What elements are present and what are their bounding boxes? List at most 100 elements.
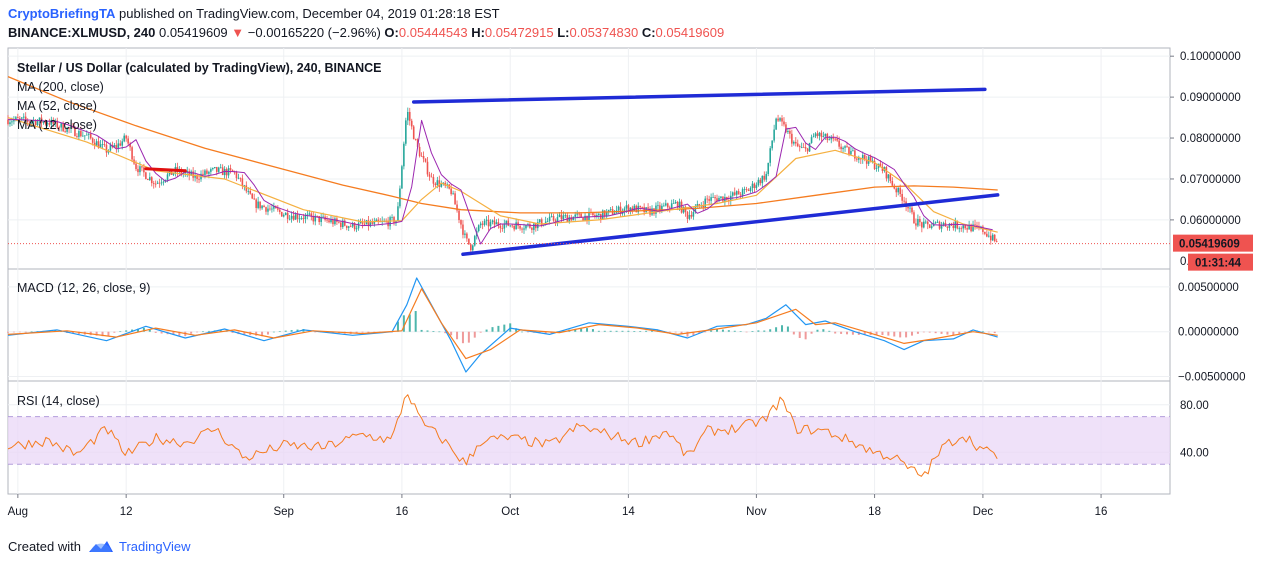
chart-canvas[interactable]: 0.10000000 0.09000000 0.08000000 0.07000000… — [0, 0, 1265, 530]
macd-histogram-bar — [107, 331, 110, 336]
candle-body — [493, 220, 496, 225]
candle-body — [119, 143, 122, 146]
candle-body — [808, 142, 811, 152]
macd-histogram-bar — [219, 329, 222, 332]
candle-body — [32, 120, 35, 122]
trendlines — [8, 87, 1170, 257]
macd-histogram-bar — [733, 330, 736, 332]
candle-body — [531, 227, 533, 230]
candle-body — [515, 222, 517, 230]
candle-body — [873, 160, 876, 169]
macd-histogram-bar — [899, 331, 902, 338]
candle-body — [970, 224, 972, 232]
candle-body — [294, 214, 297, 220]
candle-body — [663, 205, 665, 207]
candle-body — [397, 206, 399, 221]
candle-body — [678, 201, 681, 208]
candle-body — [690, 214, 693, 217]
candle-body — [747, 189, 750, 191]
candle-body — [462, 224, 464, 235]
candle-body — [562, 215, 565, 220]
candle-body — [85, 134, 88, 136]
candle-body — [477, 225, 480, 232]
candle-body — [80, 130, 82, 137]
macd-histogram-bar — [278, 331, 281, 332]
candle-body — [412, 126, 415, 140]
candle-body — [28, 121, 31, 123]
candle-body — [926, 221, 929, 225]
candle-body — [838, 140, 840, 147]
candle-body — [519, 225, 521, 229]
candle-body — [304, 215, 307, 220]
candle-body — [647, 207, 649, 209]
macd-histogram-bar — [450, 331, 453, 336]
candle-body — [901, 193, 903, 201]
candle-body — [377, 219, 380, 222]
candle-body — [885, 167, 888, 179]
candle-body — [184, 172, 187, 174]
candle-body — [850, 151, 852, 155]
candle-body — [50, 119, 53, 125]
footer: Created with TradingView — [8, 538, 191, 554]
candle-body — [546, 220, 549, 222]
tradingview-brand[interactable]: TradingView — [118, 538, 191, 554]
candle-body — [733, 192, 736, 195]
indicator-label: MA (12, close) — [17, 118, 97, 132]
candle-body — [875, 168, 878, 169]
candle-body — [903, 200, 905, 202]
trendline — [461, 193, 1000, 257]
candle-body — [97, 141, 100, 149]
macd-histogram-bar — [946, 331, 949, 335]
candle-body — [525, 225, 527, 229]
candle-body — [196, 174, 198, 179]
candle-body — [46, 123, 49, 124]
time-tick-label: Sep — [273, 506, 293, 518]
macd-histogram-bar — [798, 331, 801, 338]
candle-body — [582, 217, 584, 221]
candle-body — [320, 216, 322, 223]
candle-body — [349, 226, 352, 228]
candle-body — [871, 160, 874, 162]
candle-body — [473, 236, 476, 246]
candle-body — [347, 226, 350, 228]
candle-body — [712, 197, 714, 198]
macd-tick-label: 0.00500000 — [1178, 282, 1239, 294]
macd-histogram-bar — [580, 328, 583, 332]
macd-histogram-bar — [910, 331, 913, 336]
candle-body — [988, 235, 990, 237]
candle-body — [357, 223, 360, 229]
candle-body — [241, 178, 244, 186]
candle-body — [986, 233, 988, 237]
candle-body — [779, 118, 781, 121]
candle-body — [643, 207, 645, 213]
macd-histogram-bar — [408, 314, 411, 332]
candle-body — [255, 199, 257, 209]
candle-body — [141, 166, 143, 168]
author-link[interactable]: CryptoBriefingTA — [8, 6, 116, 21]
candle-body — [278, 209, 281, 212]
last-price-badge — [1173, 234, 1253, 252]
candle-body — [318, 216, 320, 223]
macd-histogram-bar — [846, 331, 849, 335]
macd-histogram-bar — [414, 311, 417, 332]
candle-body — [131, 147, 133, 160]
macd-histogram-bar — [456, 331, 459, 340]
moving-average-lines — [7, 75, 998, 245]
candle-body — [82, 135, 84, 137]
candle-body — [759, 179, 762, 184]
candle-body — [158, 182, 161, 184]
time-tick-label: 16 — [1095, 506, 1108, 518]
candle-body — [743, 189, 746, 190]
macd-histogram-bar — [645, 330, 648, 332]
candle-body — [572, 216, 575, 221]
candle-body — [450, 188, 452, 195]
candle-body — [135, 163, 137, 170]
macd-histogram-bar — [745, 331, 748, 333]
candle-body — [881, 166, 884, 171]
candle-body — [661, 205, 663, 210]
trendline — [411, 87, 987, 104]
candle-body — [605, 212, 608, 217]
candle-body — [407, 111, 409, 121]
candle-body — [332, 219, 334, 225]
candle-body — [540, 219, 543, 226]
